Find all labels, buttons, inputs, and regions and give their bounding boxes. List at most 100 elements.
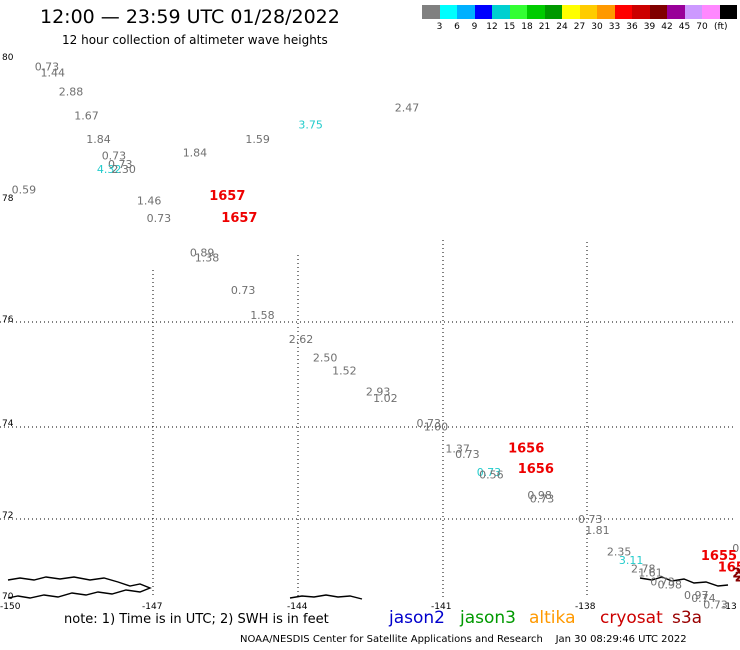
wave-height-value: 2.50 bbox=[313, 351, 338, 364]
color-scale-tick: 39 bbox=[643, 22, 656, 32]
wave-height-value: 2.93 bbox=[366, 386, 391, 399]
color-swatch bbox=[422, 5, 440, 19]
page-subtitle: 12 hour collection of altimeter wave hei… bbox=[62, 33, 328, 47]
wave-height-value: 0.73 bbox=[417, 417, 442, 430]
wave-height-value: 0.98 bbox=[527, 489, 552, 502]
wave-height-value: 0.97 bbox=[684, 589, 709, 602]
lon-label-135: -13 bbox=[722, 602, 737, 612]
color-swatch bbox=[474, 5, 492, 19]
color-swatch bbox=[562, 5, 580, 19]
wave-height-value: 0.73 bbox=[147, 212, 172, 225]
pass-time-label: 1656 bbox=[518, 462, 554, 477]
color-swatch bbox=[579, 5, 597, 19]
color-scale-tick: 30 bbox=[591, 22, 603, 32]
wave-height-value: 0.73 bbox=[108, 158, 133, 171]
wave-height-value: 0.74 bbox=[691, 592, 716, 605]
color-scale-tick: 6 bbox=[454, 22, 460, 32]
color-swatch bbox=[649, 5, 667, 19]
legend-jason2: jason2 bbox=[389, 608, 445, 628]
wave-height-value: 1.84 bbox=[86, 133, 111, 146]
color-swatch bbox=[509, 5, 527, 19]
time-labels: 1657165722362237165616561655165520572056… bbox=[209, 189, 740, 585]
wave-height-value: 1.52 bbox=[332, 365, 357, 378]
color-swatch bbox=[667, 5, 685, 19]
graticule bbox=[0, 240, 735, 597]
lon-label-150: -150 bbox=[0, 602, 21, 612]
wave-height-labels: 0.731.442.881.671.840.730.734.322.301.84… bbox=[12, 60, 740, 611]
pass-time-label: 2056 bbox=[735, 570, 740, 585]
pass-time-label: 1655 bbox=[701, 549, 737, 564]
lat-label-74: 74 bbox=[2, 419, 14, 429]
footnote: note: 1) Time is in UTC; 2) SWH is in fe… bbox=[64, 612, 329, 627]
color-swatch bbox=[702, 5, 720, 19]
wave-height-value: 4.32 bbox=[97, 163, 122, 176]
color-scale-tick: 45 bbox=[678, 22, 691, 32]
color-swatch bbox=[614, 5, 632, 19]
wave-height-value: 1.44 bbox=[41, 66, 66, 79]
coastline-segment bbox=[639, 576, 729, 587]
wave-height-value: 0.59 bbox=[732, 542, 740, 555]
wave-height-value: 0.73 bbox=[650, 575, 675, 588]
wave-height-value: 2.62 bbox=[289, 333, 314, 346]
wave-height-value: 0.73 bbox=[35, 60, 60, 73]
wave-height-value: 1.84 bbox=[183, 147, 208, 160]
wave-height-value: 2.35 bbox=[607, 545, 632, 558]
lon-label-147: -147 bbox=[142, 602, 163, 612]
color-scale-tick: 18 bbox=[521, 22, 533, 32]
lat-label-72: 72 bbox=[2, 511, 14, 521]
legend-cryosat: cryosat bbox=[600, 608, 663, 628]
legend-s3a: s3a bbox=[672, 608, 703, 628]
color-swatch bbox=[719, 5, 737, 19]
wave-height-value: 2.30 bbox=[111, 163, 135, 176]
legend-altika: altika bbox=[529, 608, 576, 628]
lat-label-76: 76 bbox=[2, 315, 14, 325]
color-scale-tick: 27 bbox=[573, 22, 586, 32]
wave-height-value: 3.11 bbox=[619, 554, 644, 567]
wave-height-value: 1.38 bbox=[195, 251, 220, 264]
wave-height-value: 0.89 bbox=[190, 246, 215, 259]
pass-time-label: 1657 bbox=[209, 189, 245, 204]
wave-height-value: 0.73 bbox=[477, 466, 502, 479]
color-swatch bbox=[684, 5, 702, 19]
wave-height-value: 1.02 bbox=[373, 392, 398, 405]
lat-label-70: 70 bbox=[2, 592, 14, 602]
lon-label-138: -138 bbox=[575, 602, 596, 612]
wave-height-value: 2.88 bbox=[59, 86, 84, 99]
wave-height-value: 0.73 bbox=[102, 149, 127, 162]
color-scale-tick: 9 bbox=[471, 22, 478, 32]
color-scale-tick: 21 bbox=[538, 22, 551, 32]
wave-height-value: 1.61 bbox=[638, 567, 663, 580]
lat-label-80: 80 bbox=[2, 53, 14, 63]
color-scale-tick: 42 bbox=[661, 22, 673, 32]
color-scale-unit: (ft) bbox=[714, 22, 728, 32]
pass-time-label: 1657 bbox=[221, 211, 257, 226]
color-swatch bbox=[457, 5, 475, 19]
pass-time-label: 2057 bbox=[732, 567, 740, 582]
lon-label-144: -144 bbox=[287, 602, 308, 612]
wave-height-value: 0.59 bbox=[12, 184, 36, 197]
coastline-segment bbox=[289, 594, 363, 600]
wave-height-value: 0.98 bbox=[658, 578, 683, 591]
color-scale-tick: 36 bbox=[626, 22, 638, 32]
wave-height-value: 1.59 bbox=[245, 133, 270, 146]
pass-time-label: 1655 bbox=[718, 561, 740, 576]
coastline bbox=[7, 576, 729, 600]
wave-height-value: 1.37 bbox=[445, 442, 470, 455]
color-scale-tick: 33 bbox=[608, 22, 621, 32]
page-title: 12:00 — 23:59 UTC 01/28/2022 bbox=[40, 6, 340, 28]
color-scale-tick: 24 bbox=[556, 22, 568, 32]
lon-label-141: -141 bbox=[431, 602, 452, 612]
wave-height-value: 0.56 bbox=[479, 469, 504, 482]
wave-height-value: 0.73 bbox=[578, 513, 603, 526]
color-scale-tick: 15 bbox=[503, 22, 516, 32]
color-swatch bbox=[439, 5, 457, 19]
lat-label-78: 78 bbox=[2, 194, 14, 204]
wave-height-value: 1.46 bbox=[137, 195, 162, 208]
pass-time-label: 1656 bbox=[508, 441, 544, 456]
color-scale-tick: 3 bbox=[436, 22, 443, 32]
color-swatch bbox=[492, 5, 510, 19]
wave-height-value: 0.73 bbox=[231, 284, 256, 297]
color-swatch bbox=[632, 5, 650, 19]
wave-height-value: 2.78 bbox=[631, 562, 656, 575]
